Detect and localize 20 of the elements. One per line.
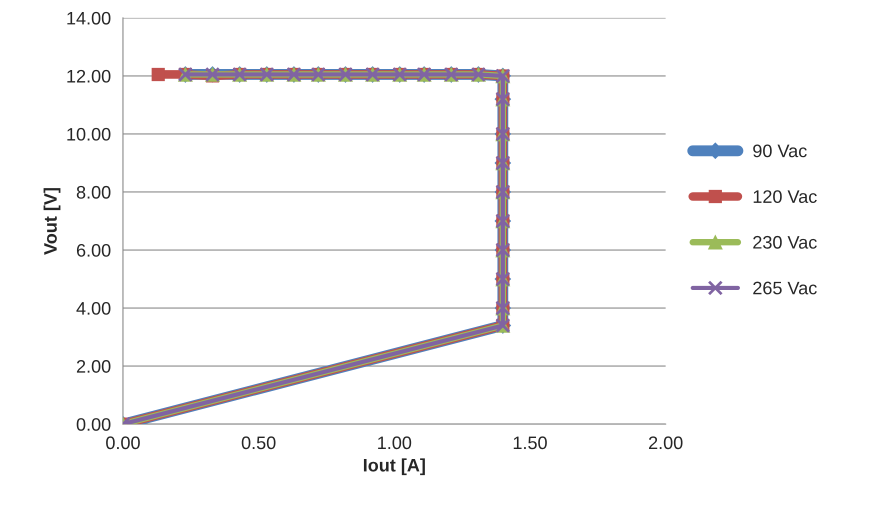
y-tick-label: 6.00: [76, 244, 110, 257]
x-tick-label: 0.50: [242, 436, 276, 450]
x-tick-label: 1.00: [378, 436, 412, 450]
y-tick-label: 12.00: [67, 70, 110, 83]
y-tick-label: 14.00: [67, 12, 110, 25]
x-tick-label: 0.00: [106, 436, 140, 450]
y-tick-label: 0.00: [76, 418, 110, 431]
x-axis-title: Iout [A]: [364, 458, 425, 476]
legend-label: 120 Vac: [754, 190, 817, 203]
y-tick-label: 2.00: [76, 360, 110, 373]
y-axis-title: Vout [V]: [44, 188, 60, 255]
y-tick-label: 10.00: [67, 128, 110, 141]
point: [152, 68, 165, 82]
legend-label: 265 Vac: [753, 282, 817, 294]
y-tick-label: 8.00: [76, 186, 110, 199]
y-tick-label: 4.00: [76, 302, 110, 315]
x-tick-label: 2.00: [648, 436, 683, 450]
legend-label: 90 Vac: [753, 144, 807, 158]
legend-label: 230 Vac: [753, 236, 817, 249]
x-tick-label: 1.50: [514, 436, 547, 450]
